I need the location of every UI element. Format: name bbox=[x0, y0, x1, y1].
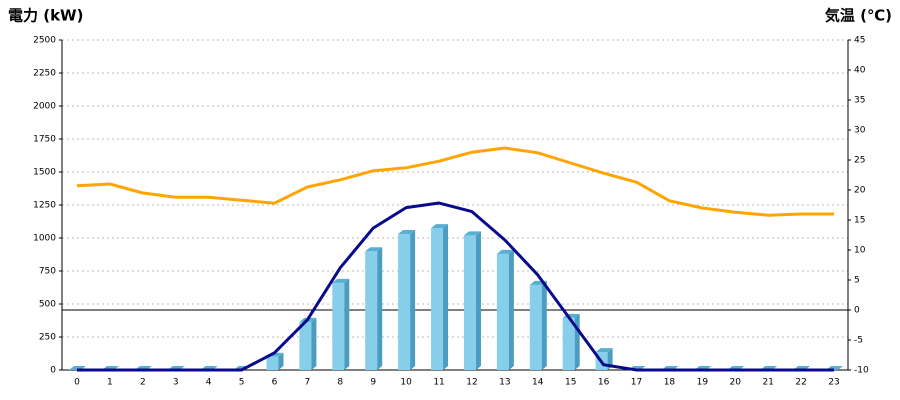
bar-top bbox=[463, 231, 481, 236]
x-tick-label: 14 bbox=[532, 378, 544, 388]
bar-side bbox=[443, 224, 449, 370]
y-tick-label: 750 bbox=[39, 267, 56, 277]
y-tick-label: 2250 bbox=[33, 69, 56, 79]
y2-tick-label: 35 bbox=[854, 96, 865, 106]
y-tick-label: 1250 bbox=[33, 201, 56, 211]
bar-side bbox=[278, 352, 284, 370]
x-tick-label: 0 bbox=[74, 378, 80, 388]
y2-tick-label: 25 bbox=[854, 156, 865, 166]
x-tick-label: 8 bbox=[337, 378, 343, 388]
x-tick-label: 10 bbox=[400, 378, 412, 388]
x-tick-label: 18 bbox=[664, 378, 676, 388]
x-tick-label: 9 bbox=[370, 378, 376, 388]
y-tick-label: 1500 bbox=[33, 168, 56, 178]
y2-tick-label: 10 bbox=[854, 246, 866, 256]
bar-side bbox=[344, 278, 350, 370]
x-tick-label: 2 bbox=[140, 378, 146, 388]
y2-tick-label: 45 bbox=[854, 36, 865, 46]
bar-top bbox=[365, 247, 383, 252]
left-axis-title: 電力 (kW) bbox=[8, 7, 83, 25]
x-tick-label: 19 bbox=[697, 378, 709, 388]
y-tick-label: 1750 bbox=[33, 135, 56, 145]
bar-side bbox=[508, 249, 514, 370]
bar-front bbox=[431, 228, 444, 370]
bar-top bbox=[431, 224, 449, 229]
bar-top bbox=[332, 278, 350, 283]
y-tick-label: 500 bbox=[39, 300, 56, 310]
bar-front bbox=[299, 321, 312, 370]
bar-side bbox=[574, 313, 580, 370]
bar-side bbox=[377, 247, 383, 370]
bar-side bbox=[410, 230, 416, 370]
y2-tick-label: 15 bbox=[854, 216, 865, 226]
y-tick-label: 0 bbox=[50, 366, 56, 376]
x-tick-label: 21 bbox=[762, 378, 773, 388]
x-tick-label: 15 bbox=[565, 378, 576, 388]
x-tick-label: 1 bbox=[107, 378, 113, 388]
bar-top bbox=[496, 249, 514, 254]
y2-tick-label: 40 bbox=[854, 66, 866, 76]
x-tick-label: 13 bbox=[499, 378, 510, 388]
right-axis-title: 気温 (℃) bbox=[825, 7, 892, 25]
x-tick-label: 5 bbox=[239, 378, 245, 388]
x-tick-label: 23 bbox=[828, 378, 839, 388]
y-tick-label: 2500 bbox=[33, 36, 56, 46]
x-tick-label: 12 bbox=[466, 378, 477, 388]
line bbox=[77, 201, 834, 372]
bar-front bbox=[463, 235, 476, 370]
y2-tick-label: 5 bbox=[854, 276, 860, 286]
y-tick-label: 1000 bbox=[33, 234, 56, 244]
bar-front bbox=[365, 251, 378, 370]
y2-tick-label: -5 bbox=[854, 336, 863, 346]
x-tick-label: 22 bbox=[795, 378, 806, 388]
x-tick-label: 20 bbox=[730, 378, 742, 388]
x-tick-label: 11 bbox=[433, 378, 444, 388]
x-tick-label: 17 bbox=[631, 378, 642, 388]
bar-front bbox=[332, 282, 345, 370]
bar-top bbox=[595, 348, 613, 353]
bar-top bbox=[398, 230, 416, 235]
bar-side bbox=[311, 317, 317, 370]
bar-front bbox=[562, 317, 575, 370]
x-tick-label: 6 bbox=[272, 378, 278, 388]
bar-front bbox=[529, 284, 542, 370]
x-tick-label: 4 bbox=[206, 378, 212, 388]
x-tick-label: 7 bbox=[305, 378, 311, 388]
y2-tick-label: -10 bbox=[854, 366, 869, 376]
y2-tick-label: 30 bbox=[854, 126, 866, 136]
x-tick-label: 16 bbox=[598, 378, 610, 388]
bar-side bbox=[541, 280, 547, 370]
bar-front bbox=[496, 253, 509, 370]
bar-side bbox=[475, 231, 481, 370]
bar-front bbox=[266, 356, 279, 370]
y-tick-label: 250 bbox=[39, 333, 56, 343]
y2-tick-label: 20 bbox=[854, 186, 866, 196]
bar-front bbox=[398, 234, 411, 370]
line bbox=[76, 146, 834, 217]
y2-tick-label: 0 bbox=[854, 306, 860, 316]
x-tick-label: 3 bbox=[173, 378, 179, 388]
y-tick-label: 2000 bbox=[33, 102, 56, 112]
